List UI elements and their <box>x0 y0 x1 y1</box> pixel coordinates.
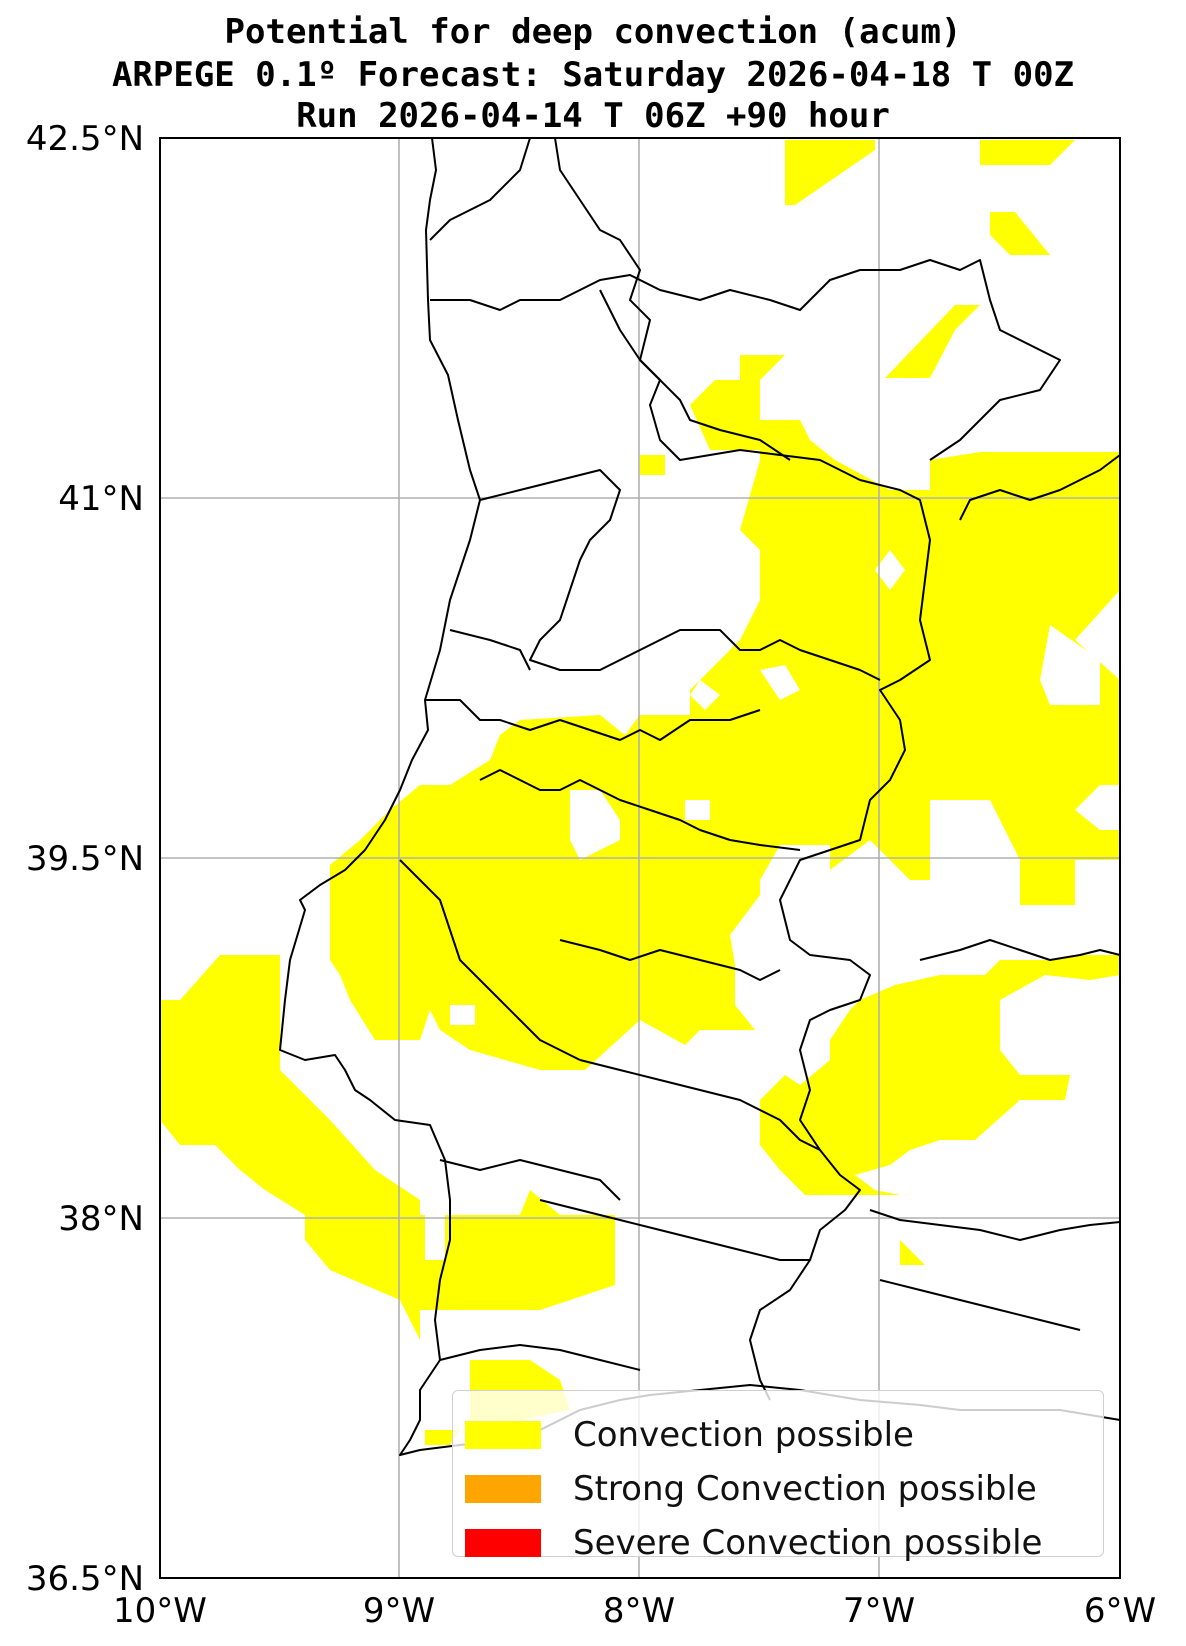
lat-tick-label: 39.5°N <box>26 839 144 879</box>
legend-item: Severe Convection possible <box>465 1523 1042 1563</box>
legend-item: Convection possible <box>465 1415 914 1455</box>
lon-tick-label: 10°W <box>113 1591 207 1631</box>
lon-tick-label: 9°W <box>363 1591 435 1631</box>
legend-swatch-strong <box>465 1475 541 1503</box>
gridlines <box>160 138 1120 1578</box>
lon-tick-label: 7°W <box>843 1591 915 1631</box>
title-line-3: Run 2026-04-14 T 06Z +90 hour <box>296 96 890 136</box>
legend-item: Strong Convection possible <box>465 1469 1037 1509</box>
convection-areas <box>160 140 1120 1445</box>
title-line-1: Potential for deep convection (acum) <box>224 12 962 52</box>
legend-swatch-convection <box>465 1421 541 1449</box>
lon-tick-label: 6°W <box>1084 1591 1156 1631</box>
legend-swatch-severe <box>465 1529 541 1557</box>
lat-tick-label: 41°N <box>58 479 144 519</box>
map-frame <box>159 137 1121 1579</box>
title-line-2: ARPEGE 0.1º Forecast: Saturday 2026-04-1… <box>111 55 1075 95</box>
lat-tick-label: 42.5°N <box>26 119 144 159</box>
lat-tick-label: 38°N <box>58 1199 144 1239</box>
legend-label: Severe Convection possible <box>573 1523 1043 1563</box>
lon-tick-label: 8°W <box>603 1591 675 1631</box>
lat-tick-label: 36.5°N <box>26 1559 144 1599</box>
legend-label: Convection possible <box>573 1415 914 1455</box>
legend-label: Strong Convection possible <box>573 1469 1037 1509</box>
legend: Convection possible Strong Convection po… <box>452 1390 1104 1563</box>
